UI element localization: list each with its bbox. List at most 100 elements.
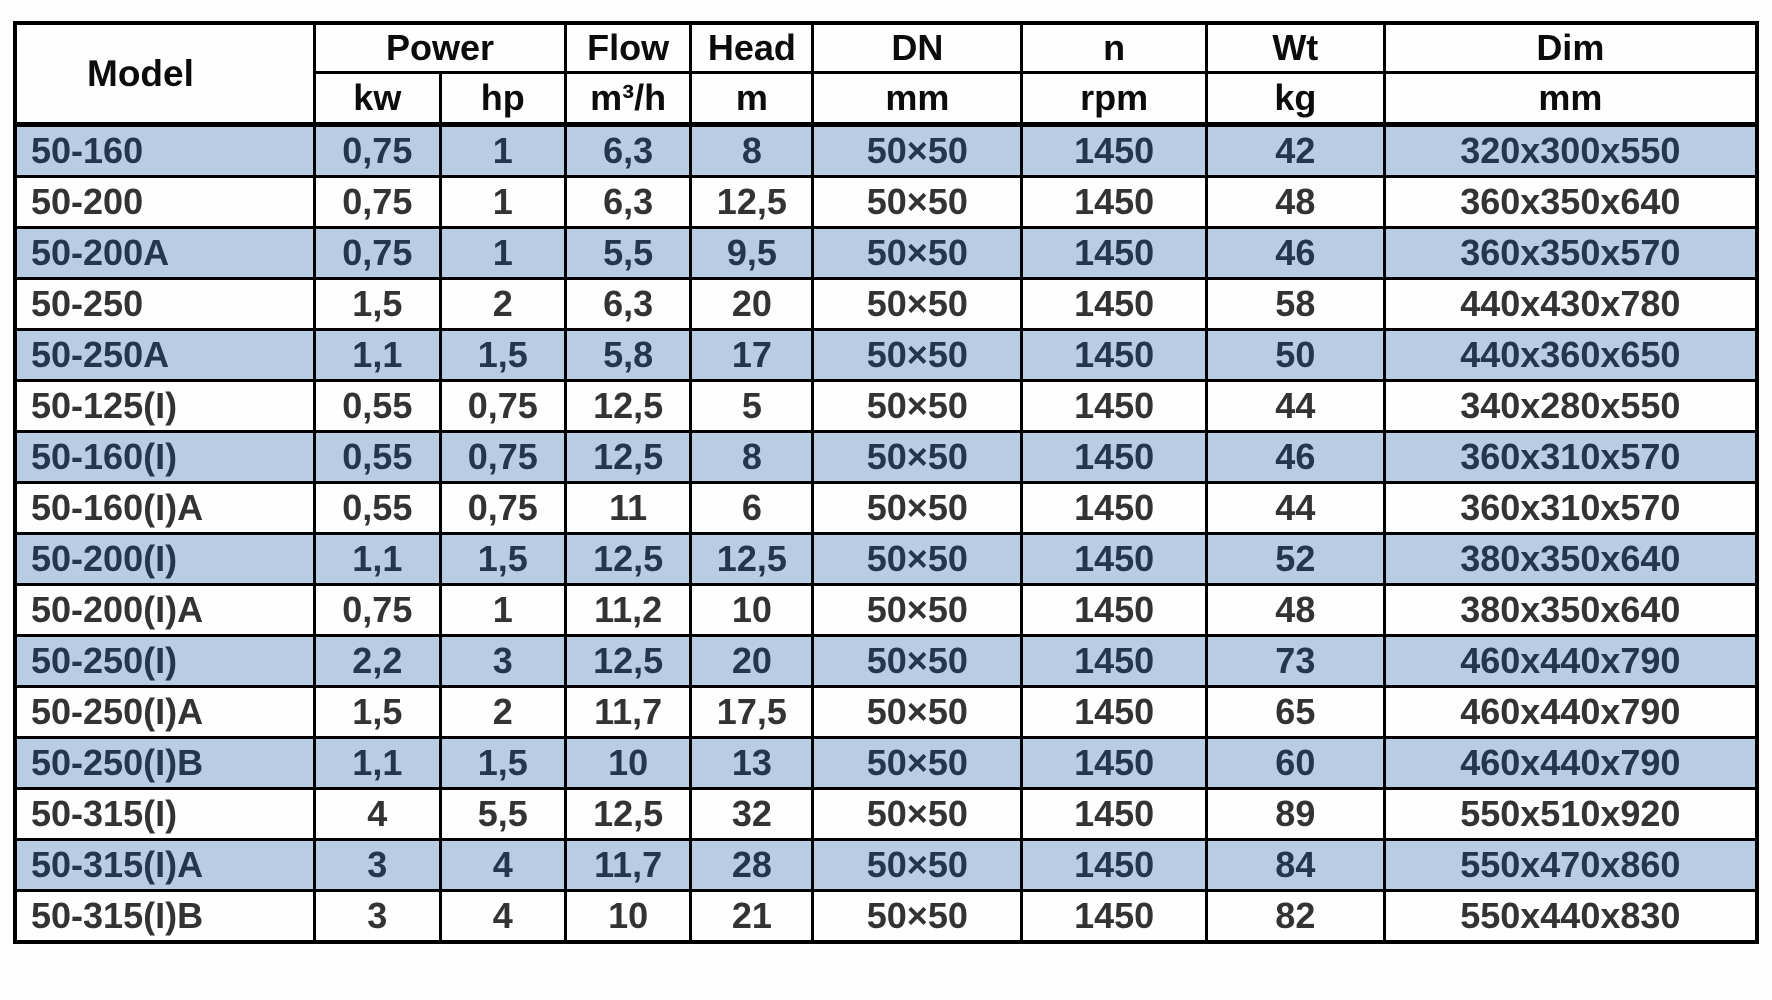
unit-header-hp: hp: [438, 71, 567, 126]
table-row: 50-315(I) 4 5,5 12,5 32 50×50 1450 89 550x510x92…: [13, 787, 1759, 841]
unit-header-dim: mm: [1382, 71, 1759, 126]
pump-spec-table: Model Power Flow Head DN n Wt Dim kw hp …: [13, 21, 1759, 944]
col-header-flow: Flow: [563, 21, 693, 74]
cell-dim-mm: 360x310x570: [1382, 430, 1759, 484]
cell-dim-mm: 360x350x640: [1382, 175, 1759, 229]
cell-wt-kg: 52: [1204, 532, 1386, 586]
header-row-titles: Model Power Flow Head DN n Wt Dim: [13, 21, 1759, 126]
cell-n-rpm: 1450: [1020, 889, 1208, 944]
cell-n-rpm: 1450: [1020, 328, 1208, 382]
spec-table-container: Model Power Flow Head DN n Wt Dim kw hp …: [13, 21, 1759, 944]
cell-power-hp: 4: [438, 889, 567, 944]
cell-power-hp: 0,75: [438, 481, 567, 535]
cell-n-rpm: 1450: [1020, 430, 1208, 484]
table-row: 50-315(I)A 3 4 11,7 28 50×50 1450 84 550x470x860: [13, 838, 1759, 892]
cell-wt-kg: 84: [1204, 838, 1386, 892]
cell-dn-mm: 50×50: [811, 685, 1024, 739]
cell-model: 50-160(I)A: [13, 481, 317, 535]
cell-wt-kg: 73: [1204, 634, 1386, 688]
cell-head-m: 20: [689, 634, 815, 688]
col-header-dn: DN: [811, 21, 1024, 74]
cell-power-hp: 1: [438, 226, 567, 280]
col-header-power: Power: [313, 21, 567, 74]
table-header: Model Power Flow Head DN n Wt Dim kw hp …: [13, 21, 1759, 126]
cell-model: 50-200A: [13, 226, 317, 280]
cell-power-hp: 1: [438, 583, 567, 637]
cell-power-kw: 1,1: [313, 532, 442, 586]
cell-flow-m3h: 10: [563, 889, 693, 944]
cell-n-rpm: 1450: [1020, 532, 1208, 586]
unit-header-kw: kw: [313, 71, 442, 126]
cell-head-m: 13: [689, 736, 815, 790]
cell-flow-m3h: 6,3: [563, 277, 693, 331]
cell-power-hp: 1,5: [438, 736, 567, 790]
cell-model: 50-160(I): [13, 430, 317, 484]
cell-power-hp: 0,75: [438, 379, 567, 433]
cell-wt-kg: 65: [1204, 685, 1386, 739]
cell-dim-mm: 320x300x550: [1382, 122, 1759, 178]
table-row: 50-125(I) 0,55 0,75 12,5 5 50×50 1450 44 340x280…: [13, 379, 1759, 433]
col-header-n: n: [1020, 21, 1208, 74]
cell-n-rpm: 1450: [1020, 379, 1208, 433]
table-row: 50-160 0,75 1 6,3 8 50×50 1450 42 320x300x550: [13, 122, 1759, 178]
cell-head-m: 20: [689, 277, 815, 331]
cell-model: 50-125(I): [13, 379, 317, 433]
cell-dn-mm: 50×50: [811, 583, 1024, 637]
cell-flow-m3h: 12,5: [563, 379, 693, 433]
cell-dim-mm: 440x430x780: [1382, 277, 1759, 331]
cell-dim-mm: 360x350x570: [1382, 226, 1759, 280]
cell-power-hp: 1,5: [438, 532, 567, 586]
header-row-units: kw hp m³/h m mm rpm kg mm: [15, 71, 1759, 126]
cell-model: 50-250(I)B: [13, 736, 317, 790]
cell-dim-mm: 360x310x570: [1382, 481, 1759, 535]
cell-n-rpm: 1450: [1020, 787, 1208, 841]
cell-power-kw: 0,55: [313, 481, 442, 535]
cell-dim-mm: 380x350x640: [1382, 583, 1759, 637]
table-body: 50-160 0,75 1 6,3 8 50×50 1450 42 320x300x550 50-…: [13, 122, 1759, 944]
cell-wt-kg: 50: [1204, 328, 1386, 382]
cell-wt-kg: 42: [1204, 122, 1386, 178]
col-header-dim: Dim: [1382, 21, 1759, 74]
cell-dn-mm: 50×50: [811, 838, 1024, 892]
cell-power-kw: 2,2: [313, 634, 442, 688]
cell-dim-mm: 550x470x860: [1382, 838, 1759, 892]
unit-header-head: m: [689, 71, 815, 126]
col-header-head: Head: [689, 21, 815, 74]
unit-header-flow: m³/h: [563, 71, 693, 126]
cell-dn-mm: 50×50: [811, 889, 1024, 944]
cell-head-m: 32: [689, 787, 815, 841]
cell-flow-m3h: 5,8: [563, 328, 693, 382]
cell-head-m: 17: [689, 328, 815, 382]
cell-power-kw: 1,1: [313, 328, 442, 382]
table-row: 50-250(I)B 1,1 1,5 10 13 50×50 1450 60 460x440x7…: [13, 736, 1759, 790]
table-row: 50-160(I) 0,55 0,75 12,5 8 50×50 1450 46 360x310…: [13, 430, 1759, 484]
cell-wt-kg: 60: [1204, 736, 1386, 790]
cell-head-m: 8: [689, 430, 815, 484]
table-row: 50-250(I) 2,2 3 12,5 20 50×50 1450 73 460x440x79…: [13, 634, 1759, 688]
cell-power-hp: 1,5: [438, 328, 567, 382]
cell-n-rpm: 1450: [1020, 175, 1208, 229]
cell-dn-mm: 50×50: [811, 277, 1024, 331]
cell-wt-kg: 44: [1204, 481, 1386, 535]
cell-wt-kg: 48: [1204, 175, 1386, 229]
cell-n-rpm: 1450: [1020, 277, 1208, 331]
cell-model: 50-200: [13, 175, 317, 229]
cell-n-rpm: 1450: [1020, 736, 1208, 790]
cell-n-rpm: 1450: [1020, 226, 1208, 280]
cell-dim-mm: 550x510x920: [1382, 787, 1759, 841]
cell-dn-mm: 50×50: [811, 328, 1024, 382]
cell-power-kw: 0,55: [313, 430, 442, 484]
cell-model: 50-160: [13, 122, 317, 178]
cell-n-rpm: 1450: [1020, 583, 1208, 637]
cell-head-m: 8: [689, 122, 815, 178]
cell-wt-kg: 89: [1204, 787, 1386, 841]
cell-power-kw: 0,75: [313, 122, 442, 178]
cell-flow-m3h: 12,5: [563, 430, 693, 484]
cell-flow-m3h: 12,5: [563, 634, 693, 688]
cell-head-m: 28: [689, 838, 815, 892]
table-row: 50-250(I)A 1,5 2 11,7 17,5 50×50 1450 65 460x440…: [13, 685, 1759, 739]
col-header-model: Model: [13, 21, 317, 126]
cell-power-kw: 3: [313, 838, 442, 892]
cell-dn-mm: 50×50: [811, 736, 1024, 790]
cell-model: 50-250(I): [13, 634, 317, 688]
